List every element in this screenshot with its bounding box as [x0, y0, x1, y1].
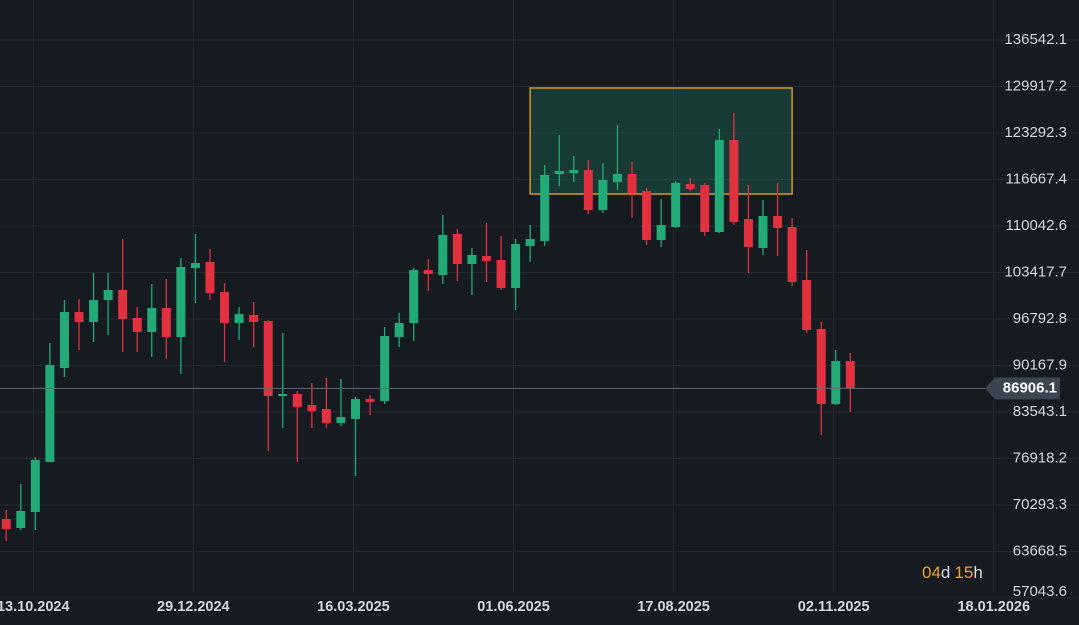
- candle-body: [292, 393, 302, 407]
- y-tick-label: 110042.6: [1006, 217, 1067, 234]
- candle-body: [612, 174, 622, 183]
- candle-body: [496, 259, 506, 288]
- candle-body: [714, 140, 724, 232]
- candle-body: [802, 280, 812, 330]
- candle-body: [89, 300, 99, 322]
- candles: [1, 112, 855, 541]
- candle-body: [147, 308, 157, 332]
- y-tick-label: 90167.9: [1013, 356, 1067, 373]
- candle-body: [220, 291, 230, 324]
- countdown-hours-unit: h: [973, 563, 982, 582]
- candle-body: [365, 399, 375, 403]
- candle-body: [394, 323, 404, 337]
- candle-body: [190, 263, 200, 269]
- last-price-tag: [985, 377, 1060, 400]
- candle-body: [583, 170, 593, 211]
- x-tick-label: 29.12.2024: [157, 599, 230, 615]
- zone-layer: [529, 87, 793, 195]
- x-tick-label: 01.06.2025: [477, 599, 550, 615]
- candle-body: [59, 312, 69, 369]
- y-tick-label: 136542.1: [1004, 31, 1067, 48]
- y-tick-label: 70293.3: [1013, 496, 1067, 513]
- candle-body: [773, 216, 783, 228]
- x-tick-label: 17.08.2025: [637, 599, 710, 615]
- candle-body: [700, 184, 710, 232]
- candle-body: [423, 270, 433, 275]
- candle-body: [831, 361, 841, 405]
- candle-body: [30, 459, 40, 513]
- y-tick-label: 116667.4: [1006, 170, 1067, 187]
- candle-body: [278, 393, 288, 396]
- candle-body: [642, 191, 652, 241]
- candle-body: [743, 219, 753, 247]
- candle-body: [438, 235, 448, 275]
- candle-body: [74, 312, 84, 322]
- candle-body: [540, 174, 550, 241]
- countdown-days: 04: [922, 563, 941, 582]
- countdown-hours: 15: [954, 563, 973, 582]
- price-zone: [529, 87, 793, 195]
- candle-body: [234, 314, 244, 324]
- countdown: 04d 15h: [922, 563, 983, 582]
- candle-body: [467, 255, 477, 264]
- candle-body: [656, 225, 666, 241]
- y-tick-label: 83543.1: [1013, 403, 1067, 420]
- y-tick-label: 129917.2: [1004, 77, 1067, 94]
- candle-body: [816, 329, 826, 405]
- y-tick-label: 123292.3: [1004, 124, 1067, 141]
- candle-body: [685, 184, 695, 190]
- x-tick-label: 16.03.2025: [317, 599, 390, 615]
- labels: 57043.6 63668.5 70293.3 76918.2 83543.1 90167…: [0, 31, 1067, 615]
- candle-body: [845, 361, 855, 389]
- candle-body: [598, 180, 608, 211]
- candle-body: [569, 170, 579, 173]
- candle-body: [525, 238, 535, 247]
- candle-body: [554, 170, 564, 175]
- y-tick-label: 57043.6: [1013, 583, 1067, 600]
- candle-body: [627, 174, 637, 194]
- countdown-days-unit: d: [941, 563, 950, 582]
- candle-body: [132, 317, 142, 332]
- last-price-label: 86906.1: [1003, 379, 1057, 396]
- candle-body: [45, 365, 55, 462]
- y-tick-label: 103417.7: [1004, 263, 1067, 280]
- candle-body: [205, 261, 215, 294]
- candle-body: [118, 289, 128, 320]
- candle-body: [671, 182, 681, 228]
- candle-body: [16, 511, 26, 529]
- candle-body: [351, 399, 361, 420]
- candle-body: [380, 336, 390, 402]
- x-tick-label: 02.11.2025: [798, 599, 870, 615]
- candle-body: [161, 308, 171, 337]
- y-tick-label: 63668.5: [1013, 542, 1067, 559]
- y-tick-label: 96792.8: [1013, 310, 1067, 327]
- x-tick-label: 18.01.2026: [957, 599, 1030, 615]
- candle-body: [787, 227, 797, 283]
- y-tick-label: 76918.2: [1013, 449, 1067, 466]
- candle-body: [409, 270, 419, 324]
- candle-body: [481, 255, 491, 262]
- candle-body: [263, 321, 273, 396]
- candle-body: [336, 417, 346, 424]
- candle-body: [452, 233, 462, 264]
- candle-body: [249, 314, 259, 322]
- candle-body: [103, 289, 113, 301]
- candle-body: [729, 140, 739, 222]
- candle-body: [511, 244, 521, 288]
- candle-body: [1, 519, 11, 530]
- candle-body: [176, 266, 186, 337]
- x-tick-label: 13.10.2024: [0, 599, 70, 615]
- candle-body: [321, 408, 331, 424]
- candle-body: [758, 216, 768, 249]
- candle-body: [307, 404, 317, 411]
